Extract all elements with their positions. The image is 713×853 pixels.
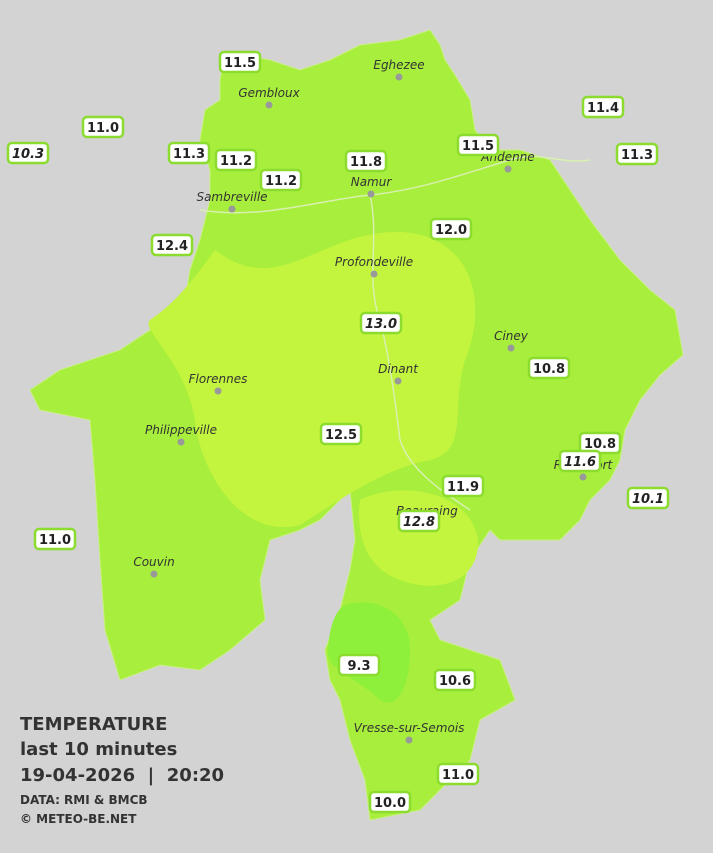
warm-zone bbox=[359, 490, 479, 586]
city-dot bbox=[394, 377, 402, 385]
city-dot bbox=[214, 387, 222, 395]
city-dot bbox=[507, 344, 515, 352]
station-box bbox=[615, 142, 659, 166]
city-dot bbox=[579, 473, 587, 481]
city-label: Profondeville bbox=[335, 255, 413, 269]
station-box bbox=[436, 762, 480, 786]
station-temp: 11.0 bbox=[87, 121, 119, 136]
station-temp: 12.4 bbox=[156, 239, 188, 254]
city-dot bbox=[395, 73, 403, 81]
station-box bbox=[441, 474, 485, 498]
legend-datetime: 19-04-2026 | 20:20 bbox=[20, 765, 224, 786]
station-box bbox=[218, 50, 262, 74]
station-temp: 11.5 bbox=[224, 56, 256, 71]
city-label: Florennes bbox=[189, 372, 248, 386]
city-label: Sambreville bbox=[196, 190, 267, 204]
legend-title: TEMPERATURE bbox=[20, 714, 167, 735]
station-temp: 11.0 bbox=[39, 533, 71, 548]
station-temp: 11.6 bbox=[564, 455, 596, 470]
station-temp: 10.8 bbox=[533, 362, 565, 377]
station-temp: 10.1 bbox=[632, 492, 664, 507]
station-box bbox=[527, 356, 571, 380]
city-dot bbox=[265, 101, 273, 109]
cool-zone bbox=[328, 602, 410, 703]
station-temp: 11.8 bbox=[350, 155, 382, 170]
city-dot bbox=[370, 270, 378, 278]
station-temp: 11.5 bbox=[462, 139, 494, 154]
warm-zone bbox=[148, 231, 476, 528]
station-box bbox=[433, 668, 477, 692]
station-box bbox=[429, 217, 473, 241]
station-box bbox=[344, 149, 388, 173]
legend-copyright: © METEO-BE.NET bbox=[20, 812, 137, 826]
station-temp: 9.3 bbox=[347, 659, 370, 674]
station-temp: 11.3 bbox=[621, 148, 653, 163]
city-label: Vresse-sur-Semois bbox=[354, 721, 465, 735]
city-dot bbox=[504, 165, 512, 173]
station-box bbox=[167, 141, 211, 165]
city-label: Couvin bbox=[133, 555, 174, 569]
station-temp: 10.6 bbox=[439, 674, 471, 689]
city-dot bbox=[150, 570, 158, 578]
city-dot bbox=[177, 438, 185, 446]
station-temp: 13.0 bbox=[365, 317, 397, 332]
legend-source: DATA: RMI & BMCB bbox=[20, 793, 148, 807]
station-box bbox=[150, 233, 194, 257]
station-temp: 12.8 bbox=[403, 515, 435, 530]
city-label: Dinant bbox=[378, 362, 419, 376]
station-temp: 10.0 bbox=[374, 796, 406, 811]
legend-subtitle: last 10 minutes bbox=[20, 739, 177, 760]
station-temp: 11.2 bbox=[220, 154, 252, 169]
station-temp: 11.9 bbox=[447, 480, 479, 495]
station-temp: 11.4 bbox=[587, 101, 619, 116]
station-temp: 11.3 bbox=[173, 147, 205, 162]
city-dot bbox=[367, 190, 375, 198]
station-box bbox=[456, 133, 500, 157]
city-label: Philippeville bbox=[145, 423, 217, 437]
station-temp: 10.3 bbox=[12, 147, 44, 162]
station-box bbox=[337, 653, 381, 677]
station-box bbox=[397, 509, 441, 533]
city-dot bbox=[228, 205, 236, 213]
station-box bbox=[259, 168, 303, 192]
station-temp: 11.2 bbox=[265, 174, 297, 189]
station-box bbox=[319, 422, 363, 446]
city-dot bbox=[405, 736, 413, 744]
city-label: Ciney bbox=[494, 329, 529, 343]
station-box bbox=[214, 148, 258, 172]
station-box bbox=[33, 527, 77, 551]
station-box bbox=[6, 141, 50, 165]
station-temp: 11.0 bbox=[442, 768, 474, 783]
station-box bbox=[368, 790, 412, 814]
station-temp: 12.5 bbox=[325, 428, 357, 443]
station-box bbox=[581, 95, 625, 119]
station-temp: 12.0 bbox=[435, 223, 467, 238]
station-box bbox=[359, 311, 403, 335]
station-box bbox=[626, 486, 670, 510]
river bbox=[199, 155, 591, 511]
city-label: Gembloux bbox=[238, 86, 300, 100]
city-label: Namur bbox=[351, 175, 393, 189]
station-temp: 10.8 bbox=[584, 437, 616, 452]
station-box bbox=[81, 115, 125, 139]
city-label: Eghezee bbox=[373, 58, 424, 72]
station-box bbox=[558, 449, 602, 473]
